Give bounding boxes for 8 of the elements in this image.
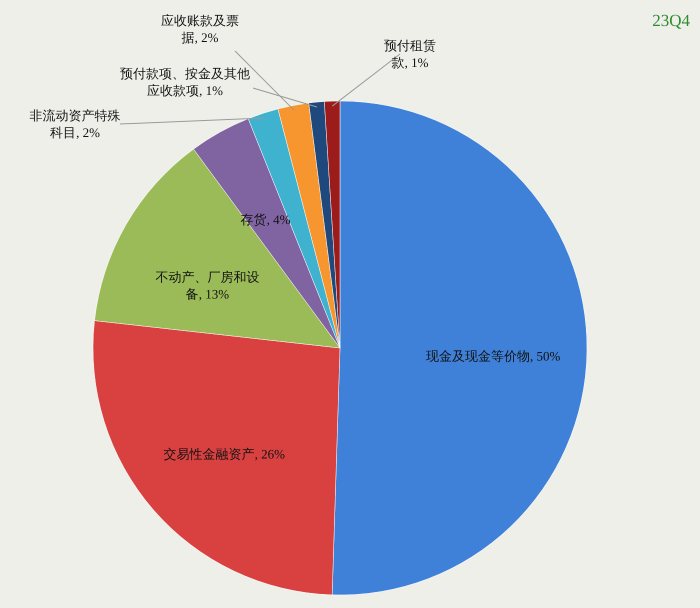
slice-label: 非流动资产特殊科目, 2% xyxy=(30,108,120,140)
slice-label: 交易性金融资产, 26% xyxy=(164,446,286,462)
slice-label: 预付款项、按金及其他应收款项, 1% xyxy=(120,66,250,98)
slice-label: 预付租赁款, 1% xyxy=(384,38,436,70)
slice-label: 不动产、厂房和设备, 13% xyxy=(155,269,260,302)
slice-label: 应收账款及票据, 2% xyxy=(161,13,239,45)
text: 23Q4 xyxy=(652,11,690,30)
slice-label: 现金及现金等价物, 50% xyxy=(426,348,560,364)
